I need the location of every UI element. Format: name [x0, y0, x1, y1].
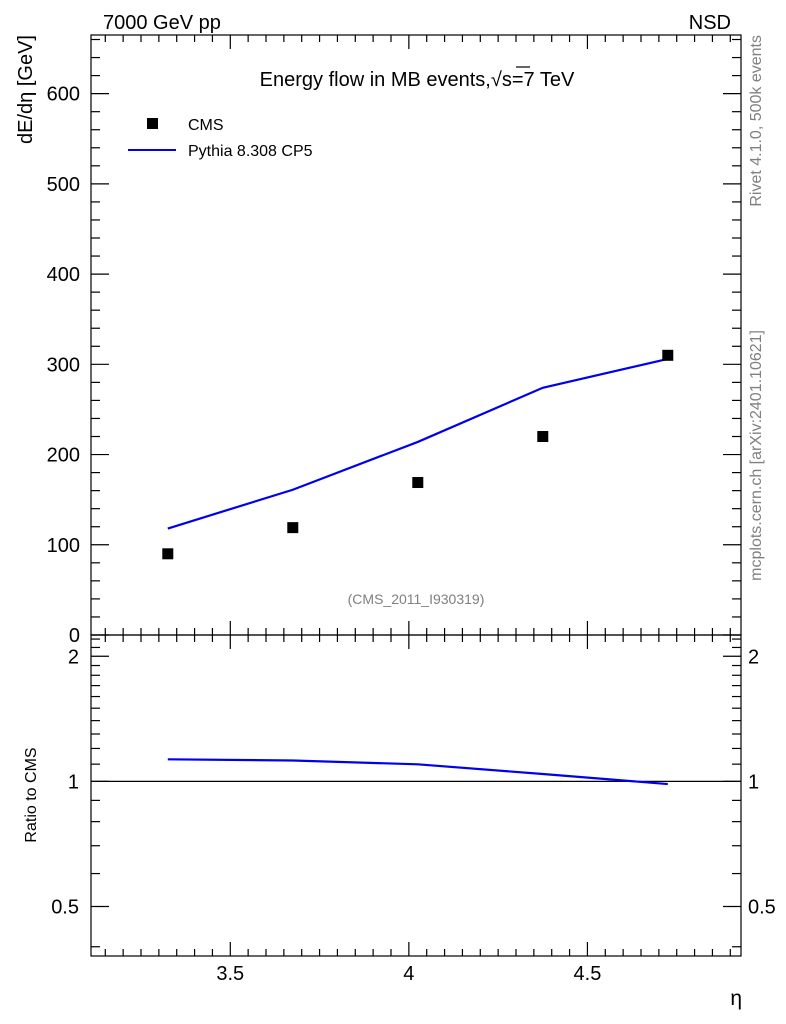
y-tick-label: 100 [47, 535, 80, 557]
x-tick-label: 4.5 [574, 963, 602, 985]
header-right: NSD [689, 12, 731, 34]
ratio-tick-label-right: 0.5 [748, 896, 776, 918]
y-tick-label: 0 [69, 625, 80, 647]
y-tick-label: 500 [47, 174, 80, 196]
cms-point [162, 548, 174, 560]
main-y-tick-labels: 0 100 200 300 400 500 600 [47, 84, 80, 647]
cms-point [662, 349, 674, 361]
ratio-y-ticks [91, 638, 741, 948]
x-tick-labels: 3.5 4 4.5 [216, 963, 601, 985]
main-data-marks [162, 349, 674, 560]
legend: CMS Pythia 8.308 CP5 [128, 117, 313, 160]
cms-point [537, 431, 549, 442]
ratio-panel: 0.5 0.5 1 1 2 2 3.5 4 4.5 Ratio to CMS η [23, 634, 776, 1010]
title-sqrt: √s [491, 69, 512, 91]
x-axis-label: η [730, 987, 742, 1010]
ratio-tick-label-left: 1 [68, 771, 79, 793]
pythia-ratio-line [167, 758, 668, 786]
legend-marker-cms [147, 118, 158, 129]
ratio-tick-label-left: 0.5 [51, 896, 79, 918]
title-suffix: =7 TeV [512, 69, 575, 91]
x-tick-label: 4 [403, 963, 414, 985]
ratio-x-ticks [104, 635, 731, 956]
y-tick-label: 300 [47, 354, 80, 376]
legend-label-pythia: Pythia 8.308 CP5 [188, 143, 313, 160]
ratio-y-axis-label: Ratio to CMS [23, 747, 40, 842]
y-tick-label: 400 [47, 264, 80, 286]
ratio-tick-label-left: 2 [68, 646, 79, 668]
ratio-tick-label-right: 1 [748, 771, 759, 793]
ratio-frame [90, 634, 742, 957]
main-x-ticks [104, 35, 731, 635]
y-tick-label: 200 [47, 445, 80, 467]
chart-title: Energy flow in MB events,√s=7 TeV [260, 69, 575, 91]
ratio-y-tick-labels: 0.5 0.5 1 1 2 2 [51, 646, 776, 918]
y-tick-label: 600 [47, 84, 80, 106]
ratio-data-marks [91, 758, 741, 786]
main-panel: 0 100 200 300 400 500 600 dE/dη [GeV] Energy f… [15, 34, 742, 647]
analysis-watermark: (CMS_2011_I930319) [348, 591, 485, 607]
legend-label-cms: CMS [188, 117, 224, 134]
cms-point [287, 522, 299, 534]
y-axis-label: dE/dη [GeV] [15, 35, 37, 144]
mcplots-label: mcplots.cern.ch [arXiv:2401.10621] [748, 330, 765, 581]
header-left: 7000 GeV pp [103, 12, 221, 34]
title-prefix: Energy flow in MB events, [260, 69, 491, 91]
cms-point [412, 477, 424, 489]
ratio-tick-label-right: 2 [748, 646, 759, 668]
pythia-line [167, 357, 669, 530]
x-tick-label: 3.5 [216, 963, 244, 985]
rivet-label: Rivet 4.1.0, 500k events [748, 35, 765, 207]
